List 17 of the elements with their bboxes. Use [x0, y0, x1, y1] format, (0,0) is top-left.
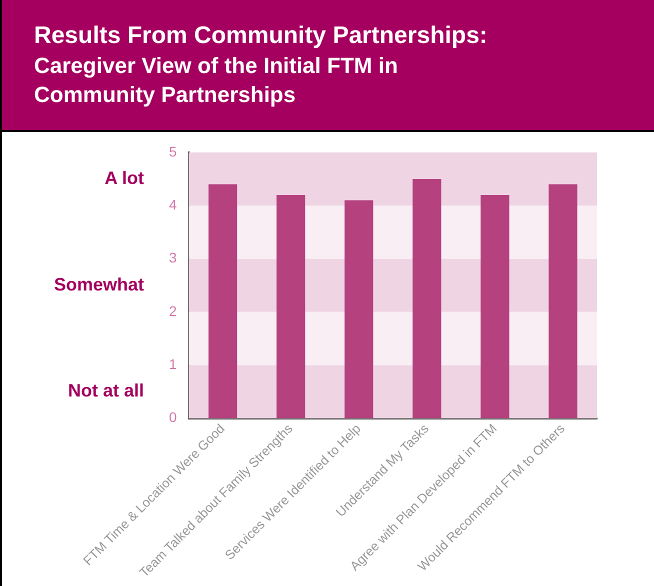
chart-title: Results From Community Partnerships: [34, 22, 488, 50]
text: Somewhat [54, 274, 144, 294]
y-tick-label: 5 [168, 143, 177, 160]
bar [208, 184, 238, 418]
bar [412, 178, 442, 418]
text: Not at all [68, 380, 144, 401]
bar [548, 184, 578, 418]
bar [276, 194, 306, 418]
y-tick-label: 2 [168, 302, 177, 319]
bar [344, 200, 374, 418]
y-tick-label: 4 [168, 196, 177, 212]
text: A lot [104, 168, 144, 188]
y-tick-label: 0 [168, 409, 177, 426]
bar [480, 194, 510, 418]
y-tick-label: 1 [168, 356, 177, 372]
y-tick-label: 3 [168, 250, 177, 266]
chart-subtitle: Caregiver View of the Initial FTM in Community Partnerships [34, 52, 399, 109]
